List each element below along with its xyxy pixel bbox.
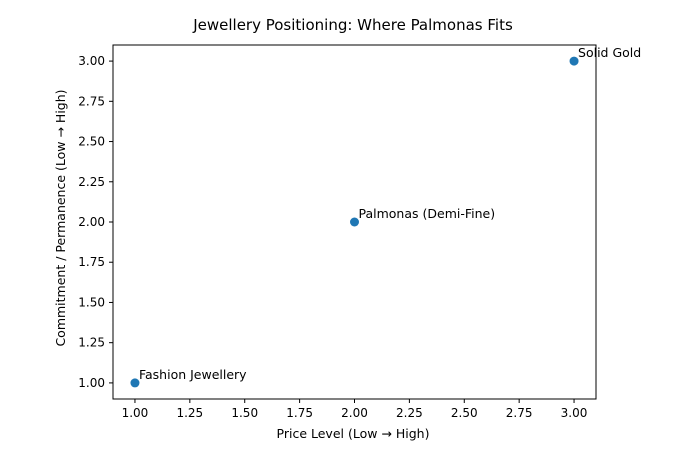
x-tick-label: 2.50 — [451, 406, 478, 420]
point-annotation: Palmonas (Demi-Fine) — [359, 206, 496, 221]
point-annotation: Fashion Jewellery — [139, 367, 247, 382]
x-tick-label: 2.25 — [396, 406, 423, 420]
y-tick-label: 1.25 — [78, 336, 105, 350]
y-axis-label: Commitment / Permanence (Low → High) — [53, 89, 68, 346]
y-tick-label: 2.75 — [78, 94, 105, 108]
y-tick-label: 2.50 — [78, 135, 105, 149]
x-tick-label: 1.00 — [122, 406, 149, 420]
x-tick-label: 3.00 — [561, 406, 588, 420]
x-tick-label: 2.00 — [341, 406, 368, 420]
y-tick-label: 1.75 — [78, 255, 105, 269]
x-tick-label: 1.75 — [286, 406, 313, 420]
chart-title: Jewellery Positioning: Where Palmonas Fi… — [192, 16, 513, 34]
x-tick-label: 1.50 — [231, 406, 258, 420]
data-point — [130, 378, 140, 388]
y-tick-label: 2.25 — [78, 175, 105, 189]
x-tick-label: 2.75 — [506, 406, 533, 420]
y-tick-label: 3.00 — [78, 54, 105, 68]
plot-area: 1.00 1.25 1.50 1.75 2.00 2.25 2.50 2.75 3.00 1.00… — [78, 44, 641, 420]
y-tick-label: 1.50 — [78, 295, 105, 309]
data-point — [569, 56, 579, 66]
data-point — [350, 217, 359, 227]
y-tick-label: 2.00 — [78, 215, 105, 229]
point-annotation: Solid Gold — [578, 45, 641, 60]
x-axis-label: Price Level (Low → High) — [277, 426, 430, 441]
x-tick-label: 1.25 — [176, 406, 203, 420]
y-tick-label: 1.00 — [78, 376, 105, 390]
